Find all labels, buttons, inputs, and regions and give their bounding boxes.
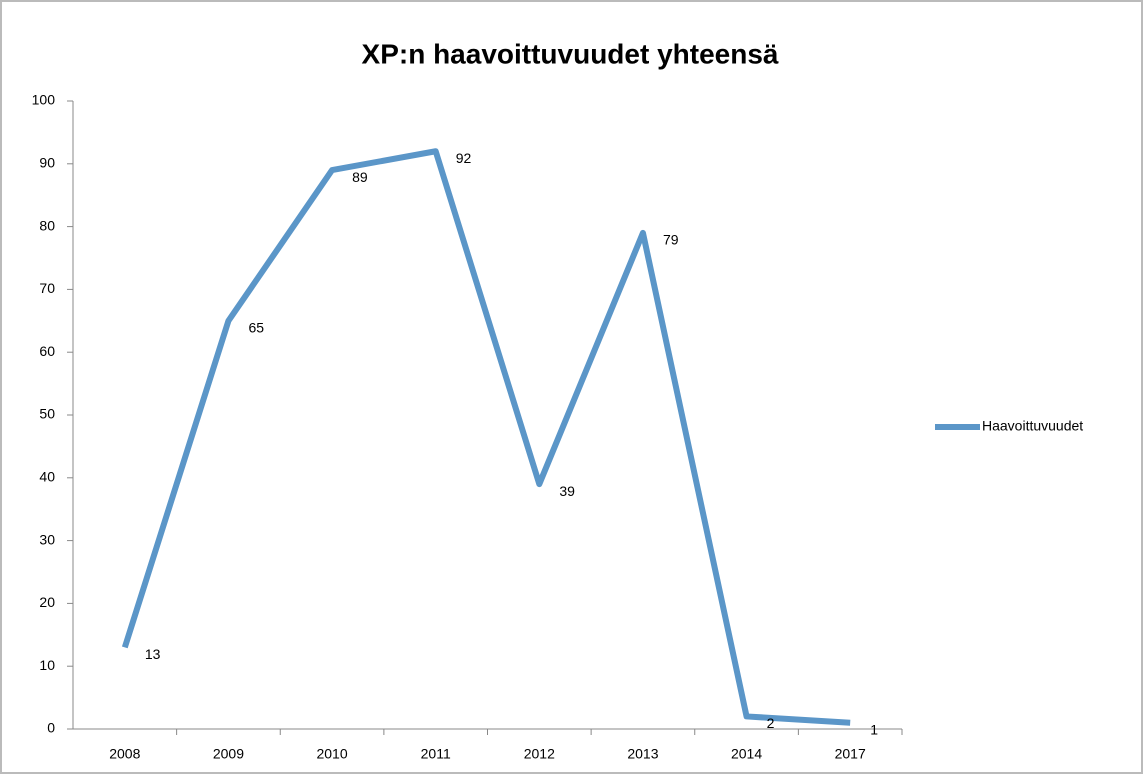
data-label: 89 (352, 169, 368, 185)
y-tick-label: 30 (39, 531, 55, 547)
y-tick-label: 70 (39, 280, 55, 296)
x-tick-label: 2010 (316, 746, 347, 762)
legend-label: Haavoittuvuudet (982, 418, 1083, 434)
line (121, 148, 851, 726)
data-label: 39 (559, 483, 575, 499)
data-label: 65 (248, 320, 264, 336)
data-label: 1 (870, 721, 878, 737)
data-label: 13 (145, 646, 161, 662)
x-tick-label: 2011 (421, 746, 451, 762)
y-tick-label: 10 (39, 657, 55, 673)
data-label: 92 (456, 150, 472, 166)
x-tick-label: 2008 (109, 746, 140, 762)
y-tick-label: 0 (47, 720, 55, 736)
y-tick-label: 50 (39, 406, 55, 422)
y-tick-label: 20 (39, 594, 55, 610)
y-tick-label: 90 (39, 155, 55, 171)
data-label: 79 (663, 232, 679, 248)
x-tick-label: 2014 (731, 746, 762, 762)
y-tick-label: 80 (39, 217, 55, 233)
y-tick-label: 40 (39, 469, 55, 485)
chart-title: XP:n haavoittuvuudet yhteensä (362, 38, 779, 69)
x-tick-label: 2009 (213, 746, 244, 762)
y-tick-label: 60 (39, 343, 55, 359)
x-tick-label: 2012 (524, 746, 555, 762)
data-label: 2 (767, 715, 775, 731)
x-tick-label: 2013 (627, 746, 658, 762)
x-tick-label: 2017 (835, 746, 866, 762)
y-tick-label: 100 (32, 92, 56, 108)
